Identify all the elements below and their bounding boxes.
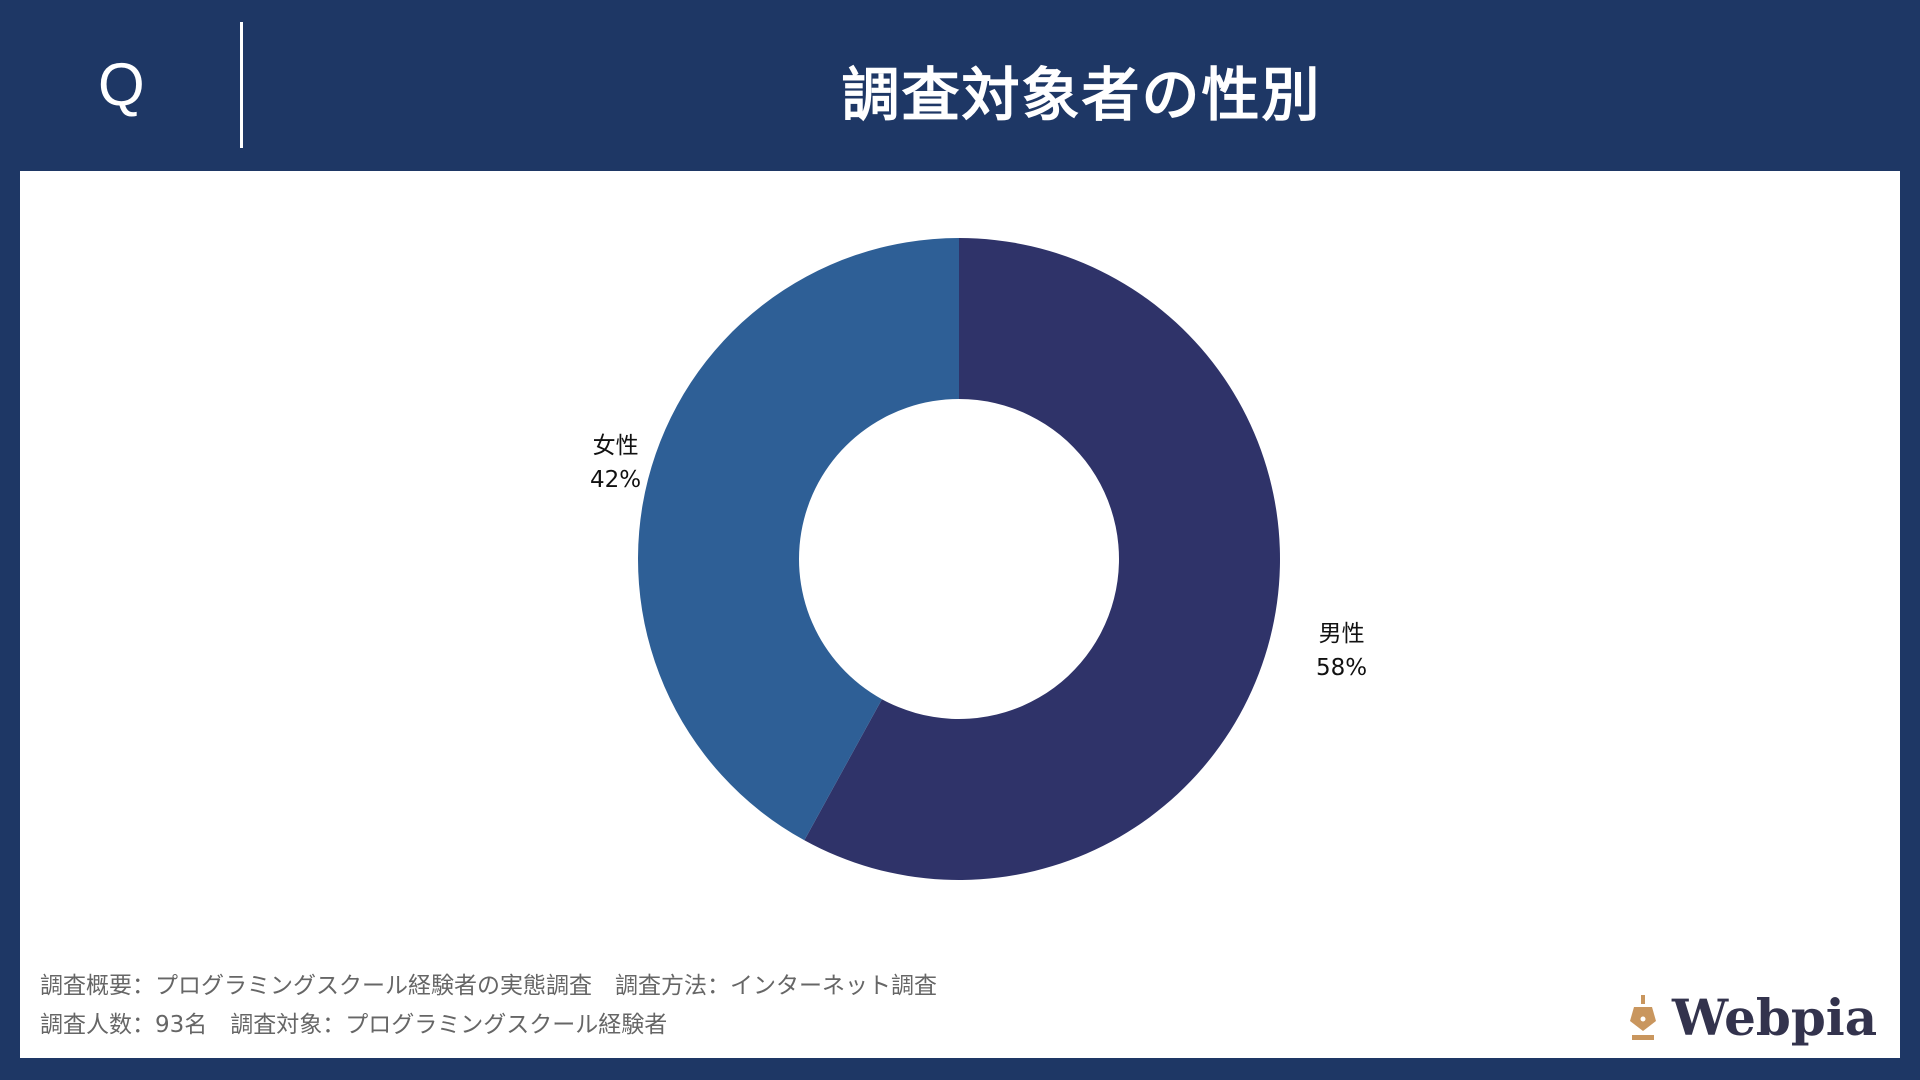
header-divider [240,22,243,148]
label-female: 女性 42% [590,429,641,497]
donut-slice-male [804,238,1280,880]
page-title: 調査対象者の性別 [841,61,1322,129]
webpia-logo: Webpia [1628,988,1877,1047]
donut-slice-female [638,238,959,841]
label-female-value: 42% [590,467,642,493]
label-male: 男性 58% [1316,617,1367,685]
chart-panel: 女性 42% 男性 58% [20,171,1900,1058]
label-female-name: 女性 [592,433,639,459]
survey-summary: 調査概要：プログラミングスクール経験者の実態調査 調査方法：インターネット調査 [40,973,937,999]
logo-text: Webpia [1672,988,1878,1047]
donut-chart [638,238,1280,880]
pen-nib-icon [1630,994,1656,1040]
label-male-name: 男性 [1318,621,1365,647]
question-mark-label: Q [98,51,145,118]
survey-respondents: 調査人数：93名 調査対象：プログラミングスクール経験者 [40,1012,668,1038]
label-male-value: 58% [1316,655,1368,681]
